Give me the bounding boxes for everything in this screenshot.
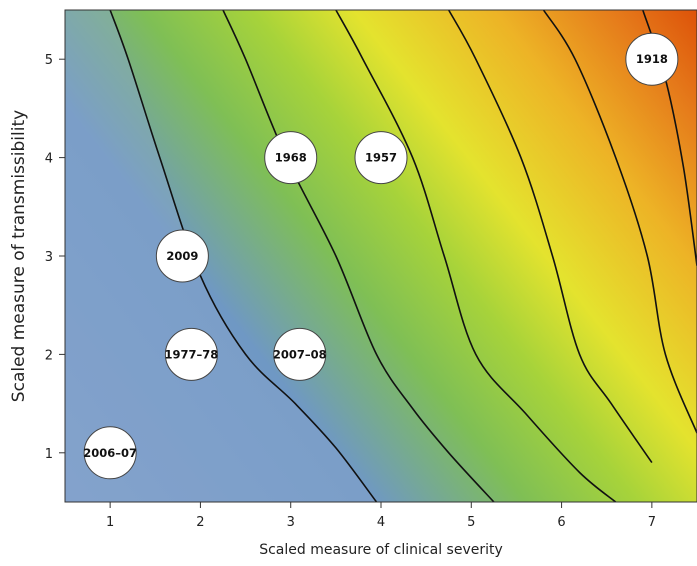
y-tick-label: 1 [45,447,53,462]
x-tick-label: 6 [557,515,565,530]
x-tick-label: 2 [196,515,204,530]
data-point-2009: 2009 [156,230,208,282]
data-point-2007–08: 2007–08 [273,328,327,380]
data-point-label: 1918 [636,52,668,66]
data-point-label: 2007–08 [273,347,327,361]
data-point-label: 1957 [365,151,397,165]
x-axis-label: Scaled measure of clinical severity [259,542,503,558]
data-point-1968: 1968 [265,132,317,184]
data-point-1957: 1957 [355,132,407,184]
data-point-label: 1977–78 [165,347,219,361]
data-point-label: 1968 [275,151,307,165]
x-tick-label: 7 [648,515,656,530]
data-point-1918: 1918 [626,33,678,85]
data-point-2006–07: 2006–07 [83,427,137,479]
y-tick-label: 5 [45,53,53,68]
x-tick-label: 1 [106,515,114,530]
x-tick-label: 3 [287,515,295,530]
y-axis-label: Scaled measure of transmissibility [9,110,29,402]
data-point-label: 2009 [166,249,198,263]
y-tick-label: 3 [45,250,53,265]
y-axis: 1 2 3 4 5 [45,53,65,462]
x-axis: 1 2 3 4 5 6 7 [106,502,656,530]
x-tick-label: 4 [377,515,385,530]
data-point-1977–78: 1977–78 [165,328,219,380]
x-tick-label: 5 [467,515,475,530]
data-point-label: 2006–07 [83,446,137,460]
y-tick-label: 2 [45,348,53,363]
y-tick-label: 4 [45,152,53,167]
